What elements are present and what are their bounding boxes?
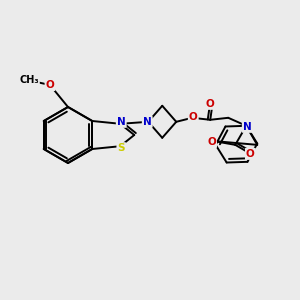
Text: S: S — [118, 143, 125, 153]
Text: N: N — [117, 117, 126, 127]
Text: O: O — [246, 149, 255, 159]
Text: O: O — [207, 137, 216, 147]
Text: O: O — [46, 80, 54, 90]
Text: N: N — [243, 122, 252, 132]
Text: N: N — [143, 117, 152, 127]
Text: O: O — [189, 112, 198, 122]
Text: CH₃: CH₃ — [19, 75, 39, 85]
Text: O: O — [206, 99, 214, 109]
